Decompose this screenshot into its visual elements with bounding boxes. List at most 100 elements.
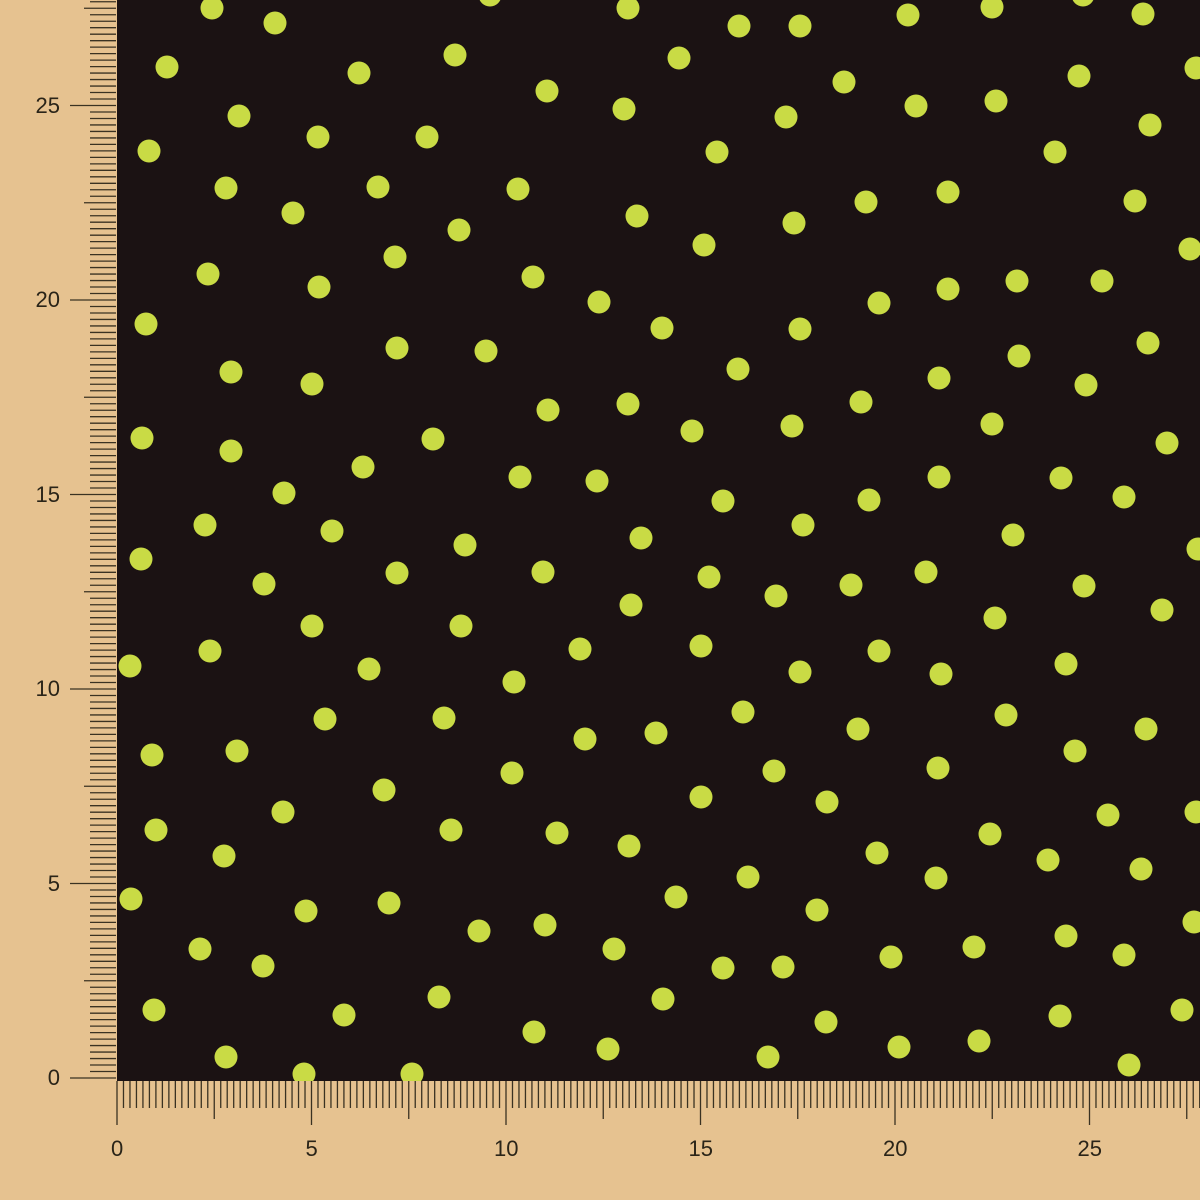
polka-dot [791,513,815,537]
polka-dot [251,954,275,978]
polka-dot [227,104,251,128]
polka-dot [366,175,390,199]
polka-dot [1129,857,1153,881]
y-ruler-label: 25 [35,92,60,118]
polka-dot [272,481,296,505]
polka-dot [788,14,812,38]
polka-dot [865,841,889,865]
polka-dot [774,105,798,129]
polka-dot [474,339,498,363]
polka-dot [531,560,555,584]
polka-dot [545,821,569,845]
polka-dot [225,739,249,763]
polka-dot [1134,717,1158,741]
polka-dot [711,956,735,980]
polka-dot [667,46,691,70]
polka-dot [867,291,891,315]
polka-dot [385,336,409,360]
x-ruler-label: 10 [494,1136,519,1161]
polka-dot [522,1020,546,1044]
polka-dot-fabric [117,0,1200,1081]
polka-dot [629,526,653,550]
polka-dot [771,955,795,979]
polka-dot [535,79,559,103]
polka-dot [612,97,636,121]
polka-dot [832,70,856,94]
polka-dot [467,919,491,943]
polka-dot [1063,739,1087,763]
polka-dot [1184,56,1200,80]
y-ruler-label: 10 [35,676,60,701]
polka-dot [788,660,812,684]
polka-dot [705,140,729,164]
polka-dot [1074,373,1098,397]
polka-dot [585,469,609,493]
polka-dot [625,204,649,228]
polka-dot [1178,237,1200,261]
polka-dot [400,1062,424,1081]
polka-dot [1117,1053,1141,1077]
polka-dot [764,584,788,608]
polka-dot [351,455,375,479]
polka-dot [1170,998,1194,1022]
polka-dot [978,822,1002,846]
polka-dot [521,265,545,289]
polka-dot [383,245,407,269]
polka-dot [815,790,839,814]
polka-dot [756,1045,780,1069]
polka-dot [536,398,560,422]
polka-dot [1112,485,1136,509]
polka-dot [252,572,276,596]
polka-dot [415,125,439,149]
polka-dot [887,1035,911,1059]
polka-dot [292,1062,316,1081]
polka-dot [200,0,224,20]
polka-dot [1005,269,1029,293]
polka-dot [967,1029,991,1053]
polka-dot [281,201,305,225]
polka-dot [119,887,143,911]
polka-dot [1184,800,1200,824]
polka-dot [1071,0,1095,7]
polka-dot [432,706,456,730]
polka-dot [271,800,295,824]
polka-dot [196,262,220,286]
polka-dot [300,614,324,638]
polka-dot [617,834,641,858]
polka-dot [573,727,597,751]
polka-dot [849,390,873,414]
polka-dot [144,818,168,842]
polka-dot [926,756,950,780]
polka-dot [306,125,330,149]
polka-dot [680,419,704,443]
polka-dot [896,3,920,27]
y-ruler-label: 20 [35,287,60,312]
polka-dot [130,426,154,450]
polka-dot [596,1037,620,1061]
polka-dot [914,560,938,584]
polka-dot [1123,189,1147,213]
polka-dot [300,372,324,396]
polka-dot [904,94,928,118]
polka-dot [421,427,445,451]
polka-dot [1112,943,1136,967]
polka-dot [142,998,166,1022]
x-ruler-label: 0 [111,1136,124,1161]
polka-dot [1007,344,1031,368]
polka-dot [1043,140,1067,164]
polka-dot [1067,64,1091,88]
polka-dot [854,190,878,214]
polka-dot [602,937,626,961]
polka-dot [377,891,401,915]
polka-dot [927,465,951,489]
x-ruler-label: 15 [688,1136,713,1161]
polka-dot [307,275,331,299]
polka-dot [983,606,1007,630]
polka-dot [198,639,222,663]
polka-dot [533,913,557,937]
polka-dot [805,898,829,922]
polka-dot [137,139,161,163]
polka-dot [994,703,1018,727]
polka-dot [587,290,611,314]
polka-dot [1150,598,1174,622]
